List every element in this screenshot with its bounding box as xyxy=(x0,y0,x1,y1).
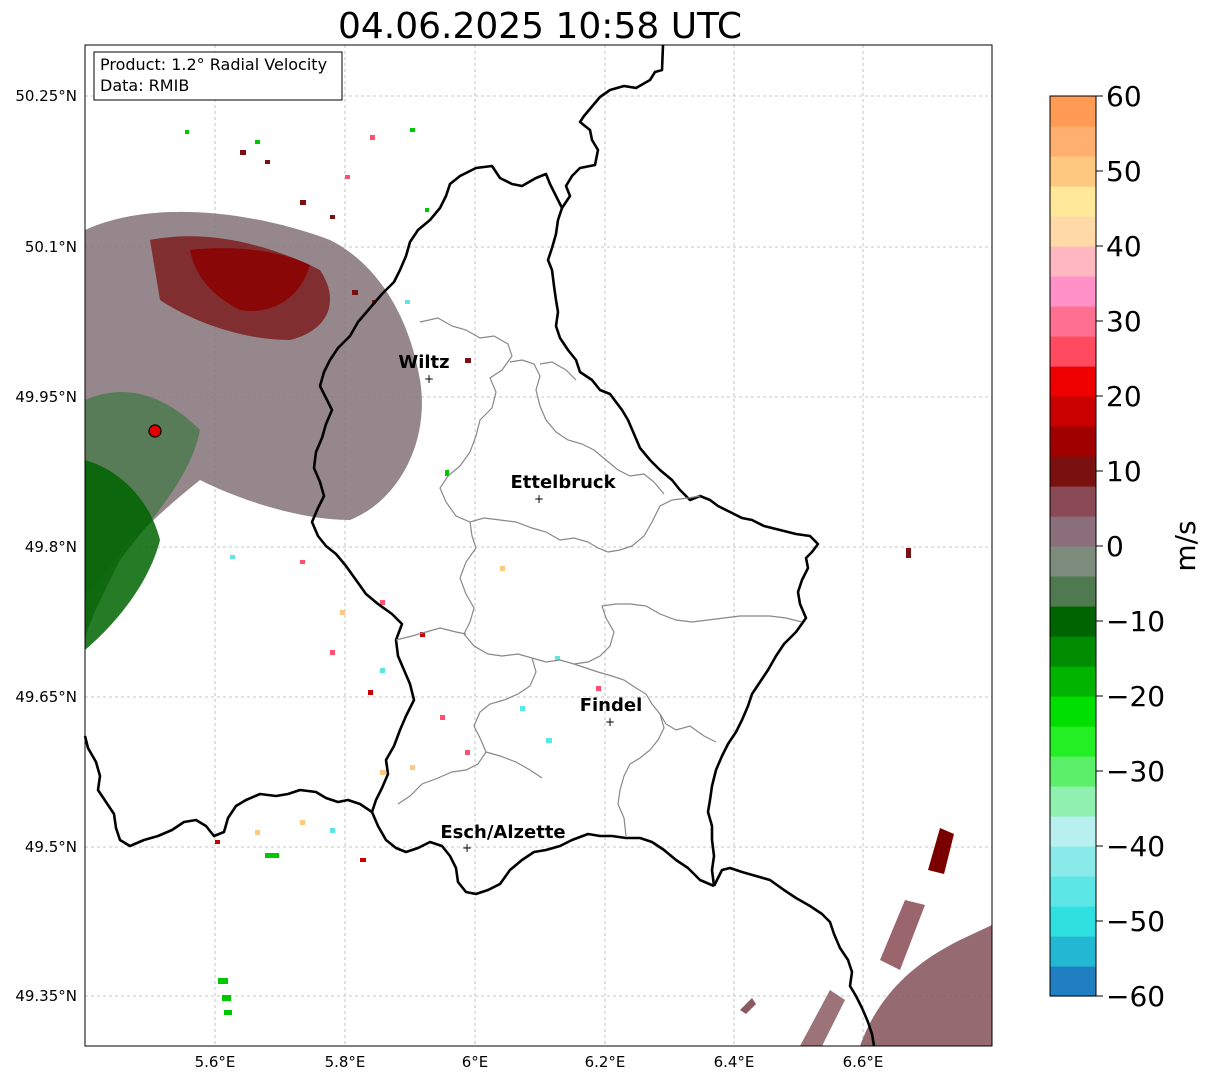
colorbar-band xyxy=(1050,876,1096,907)
city-marker-icon: + xyxy=(424,372,434,386)
city-label: Findel xyxy=(580,695,643,716)
colorbar-band xyxy=(1050,846,1096,877)
lat-tick: 49.35°N xyxy=(15,987,77,1005)
country-borders xyxy=(83,44,876,1047)
city-marker-icon: + xyxy=(534,492,544,506)
lat-tick: 50.25°N xyxy=(15,87,77,105)
colorbar-tick-label: 50 xyxy=(1106,155,1142,188)
lon-tick: 6.4°E xyxy=(714,1053,755,1071)
colorbar-band xyxy=(1050,186,1096,217)
colorbar-tick-label: −50 xyxy=(1106,905,1165,938)
colorbar-tick-label: 20 xyxy=(1106,380,1142,413)
lat-tick: 49.5°N xyxy=(25,838,77,856)
info-data-source: Data: RMIB xyxy=(100,76,189,95)
colorbar-band xyxy=(1050,246,1096,277)
city-findel: Findel + xyxy=(580,695,643,729)
colorbar-band xyxy=(1050,576,1096,607)
city-wiltz: Wiltz + xyxy=(398,352,449,386)
lon-tick: 5.8°E xyxy=(325,1053,366,1071)
colorbar-band xyxy=(1050,216,1096,247)
colorbar-tick-label: −60 xyxy=(1106,980,1165,1013)
lon-tick: 6.2°E xyxy=(585,1053,626,1071)
radar-echoes xyxy=(85,128,992,1046)
map-panel: Wiltz + Ettelbruck + Findel + Esch/Alzet… xyxy=(83,44,993,1047)
colorbar-band xyxy=(1050,726,1096,757)
colorbar-band xyxy=(1050,336,1096,367)
colorbar-tick-label: −10 xyxy=(1106,605,1165,638)
lon-tick: 6.6°E xyxy=(843,1053,884,1071)
city-label: Wiltz xyxy=(398,352,449,373)
city-ettelbruck: Ettelbruck + xyxy=(510,472,616,506)
colorbar-bands xyxy=(1050,96,1096,997)
city-marker-icon: + xyxy=(605,715,615,729)
info-box: Product: 1.2° Radial Velocity Data: RMIB xyxy=(93,51,343,101)
colorbar-band xyxy=(1050,906,1096,937)
figure-title: 04.06.2025 10:58 UTC xyxy=(338,6,742,47)
colorbar-band xyxy=(1050,96,1096,127)
map-background xyxy=(85,45,992,1046)
colorbar-band xyxy=(1050,366,1096,397)
colorbar-tick-label: −20 xyxy=(1106,680,1165,713)
colorbar-band xyxy=(1050,156,1096,187)
colorbar-band xyxy=(1050,456,1096,487)
colorbar-band xyxy=(1050,426,1096,457)
lon-tick: 6°E xyxy=(462,1053,489,1071)
lat-tick: 49.65°N xyxy=(15,688,77,706)
colorbar-band xyxy=(1050,756,1096,787)
colorbar-band xyxy=(1050,396,1096,427)
colorbar-band xyxy=(1050,816,1096,847)
colorbar-band xyxy=(1050,516,1096,547)
colorbar-band xyxy=(1050,306,1096,337)
colorbar-band xyxy=(1050,546,1096,577)
city-label: Esch/Alzette xyxy=(440,822,565,843)
info-product: Product: 1.2° Radial Velocity xyxy=(100,55,327,74)
colorbar-band xyxy=(1050,276,1096,307)
lat-tick: 50.1°N xyxy=(25,238,77,256)
colorbar-tick-label: −30 xyxy=(1106,755,1165,788)
lat-tick: 49.8°N xyxy=(25,538,77,556)
lat-tick: 49.95°N xyxy=(15,388,77,406)
lon-tick: 5.6°E xyxy=(195,1053,236,1071)
colorbar-tick-label: 60 xyxy=(1106,80,1142,113)
colorbar-band xyxy=(1050,126,1096,157)
colorbar-tick-label: 40 xyxy=(1106,230,1142,263)
city-label: Ettelbruck xyxy=(510,472,616,493)
map-frame xyxy=(84,44,993,1047)
colorbar-band xyxy=(1050,606,1096,637)
colorbar-tick-label: 10 xyxy=(1106,455,1142,488)
colorbar-unit-label: m/s xyxy=(1169,520,1202,571)
colorbar-band xyxy=(1050,696,1096,727)
colorbar-band xyxy=(1050,966,1096,997)
colorbar-band xyxy=(1050,486,1096,517)
colorbar-tick-label: 0 xyxy=(1106,530,1124,563)
radar-site-marker xyxy=(148,424,162,438)
city-marker-icon: + xyxy=(462,841,472,855)
colorbar-tick-label: −40 xyxy=(1106,830,1165,863)
colorbar-ticks: 60 50 40 30 20 10 0 −10 −20 −30 −40 −50 −60 xyxy=(1096,80,1165,1013)
city-esch-alzette: Esch/Alzette + xyxy=(440,822,565,855)
district-borders xyxy=(395,317,803,837)
colorbar-band xyxy=(1050,786,1096,817)
colorbar-band xyxy=(1050,666,1096,697)
lat-tick-labels: 50.25°N 50.1°N 49.95°N 49.8°N 49.65°N 49… xyxy=(15,87,77,1005)
colorbar: 60 50 40 30 20 10 0 −10 −20 −30 −40 −50 −60 m/s xyxy=(1049,80,1202,1013)
colorbar-band xyxy=(1050,936,1096,967)
colorbar-band xyxy=(1050,636,1096,667)
colorbar-tick-label: 30 xyxy=(1106,305,1142,338)
lon-tick-labels: 5.6°E 5.8°E 6°E 6.2°E 6.4°E 6.6°E xyxy=(195,1053,884,1071)
